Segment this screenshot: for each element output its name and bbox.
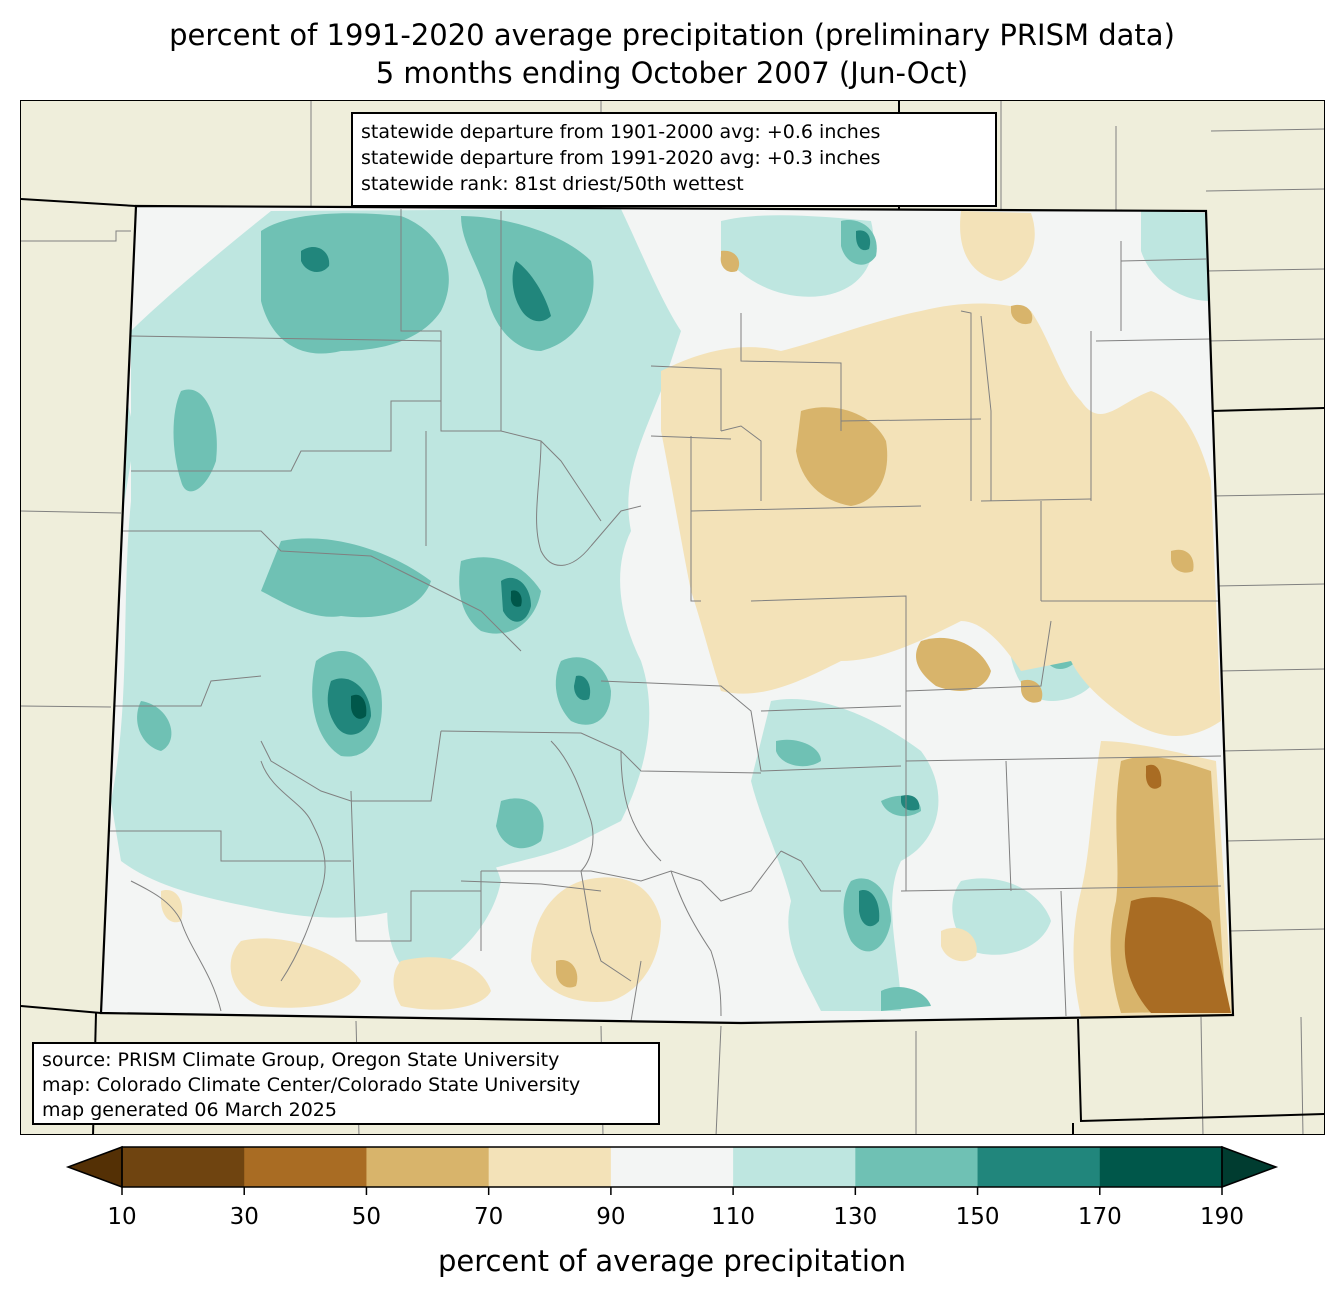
colorbar-segment bbox=[610, 1147, 734, 1187]
colorbar-over-arrow bbox=[1221, 1145, 1279, 1189]
colorbar-tick-label: 170 bbox=[1077, 1204, 1122, 1230]
neighbor-county-lines bbox=[21, 101, 1324, 1134]
colorbar-tick-label: 30 bbox=[229, 1204, 259, 1230]
colorbar-under-arrow bbox=[65, 1145, 123, 1189]
source-credit-box: source: PRISM Climate Group, Oregon Stat… bbox=[32, 1042, 660, 1125]
colorbar-tick-label: 130 bbox=[833, 1204, 878, 1230]
colorbar-segments bbox=[122, 1147, 1223, 1187]
statewide-stats-box: statewide departure from 1901-2000 avg: … bbox=[351, 112, 997, 207]
colorbar-tick-label: 150 bbox=[955, 1204, 1000, 1230]
colorbar-tick-label: 110 bbox=[711, 1204, 756, 1230]
colorbar-tick-label: 90 bbox=[596, 1204, 626, 1230]
colorbar-segment bbox=[733, 1147, 856, 1187]
colorbar-label: percent of average precipitation bbox=[437, 1244, 907, 1278]
colorbar-segment bbox=[488, 1147, 612, 1187]
colorbar-tick-label: 10 bbox=[107, 1204, 137, 1230]
stats-line3: statewide rank: 81st driest/50th wettest bbox=[361, 173, 744, 195]
precip-field bbox=[101, 206, 1233, 1023]
colorbar-segment bbox=[244, 1147, 367, 1187]
colorado-county-lines bbox=[106, 209, 1222, 1022]
stats-line1: statewide departure from 1901-2000 avg: … bbox=[361, 121, 881, 143]
map-title-line2: 5 months ending October 2007 (Jun-Oct) bbox=[375, 56, 969, 90]
colorbar-tick-label: 190 bbox=[1200, 1204, 1244, 1230]
map-canvas bbox=[21, 101, 1324, 1134]
stats-line2: statewide departure from 1991-2020 avg: … bbox=[361, 147, 881, 169]
colorbar-tick-label: 50 bbox=[351, 1204, 382, 1230]
colorbar-frame bbox=[121, 1146, 1223, 1188]
source-line3: map generated 06 March 2025 bbox=[42, 1099, 337, 1121]
map-title-line1: percent of 1991-2020 average precipitati… bbox=[169, 18, 1175, 52]
colorbar-segment bbox=[977, 1147, 1101, 1187]
source-line1: source: PRISM Climate Group, Oregon Stat… bbox=[42, 1049, 560, 1071]
colorbar-tick-label: 70 bbox=[474, 1204, 504, 1230]
colorbar-segment bbox=[855, 1147, 979, 1187]
colorbar-segment bbox=[366, 1147, 490, 1187]
colorbar bbox=[65, 1145, 1279, 1195]
colorbar-tickmarks bbox=[121, 1187, 1223, 1195]
colorbar-segment bbox=[122, 1147, 245, 1187]
source-line2: map: Colorado Climate Center/Colorado St… bbox=[42, 1074, 581, 1096]
colorado-border bbox=[99, 204, 1235, 1025]
precipitation-map: statewide departure from 1901-2000 avg: … bbox=[20, 100, 1325, 1135]
colorbar-segment bbox=[1099, 1147, 1223, 1187]
